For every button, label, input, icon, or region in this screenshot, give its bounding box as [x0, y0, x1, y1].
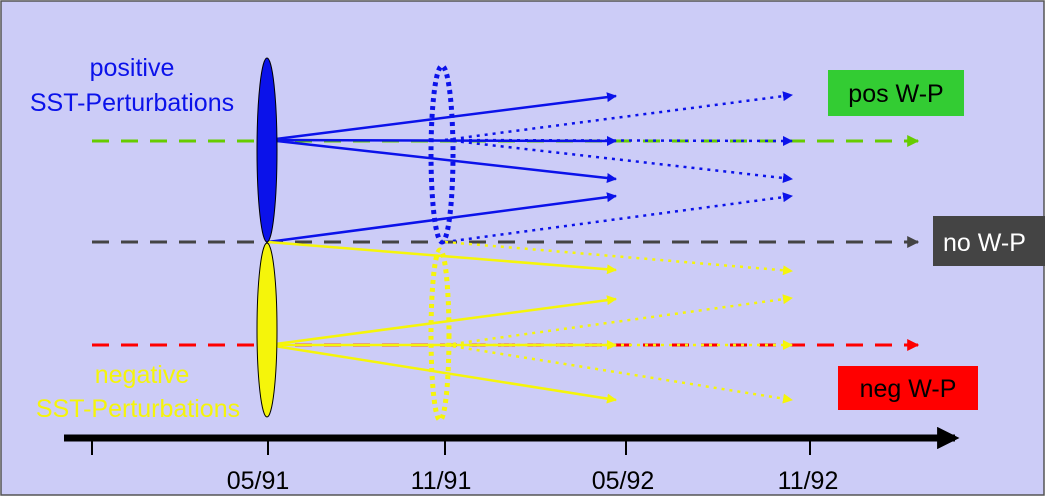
blue-solid-arrows [267, 92, 617, 244]
neg-wp-label: neg W-P [860, 375, 957, 403]
blue-dotted-arrows [444, 91, 793, 244]
pos-wp-box [828, 70, 964, 116]
tick-label-05-92: 05/92 [592, 467, 655, 495]
blue-arrow-4 [267, 192, 617, 244]
negative-label-line1: negative [95, 361, 190, 389]
yellow-dotted-arrow-2 [444, 294, 793, 347]
yellow-arrow-2 [267, 295, 617, 347]
yellow-arrow-4 [267, 343, 617, 404]
tick-label-11-91: 11/91 [411, 467, 472, 495]
blue-dotted-arrow-1 [444, 91, 793, 142]
neg-wp-box [838, 366, 978, 410]
no-wp-box [933, 216, 1045, 266]
positive-dotted-ellipse [428, 63, 456, 245]
tick-label-05-91: 05/91 [227, 467, 290, 495]
negative-label-line2: SST-Perturbations [36, 395, 240, 423]
blue-arrow-3 [267, 138, 617, 183]
negative-dotted-ellipse [428, 247, 452, 423]
tick-label-11-92: 11/92 [778, 467, 839, 495]
positive-label-line1: positive [90, 54, 175, 82]
blue-arrow-1 [267, 92, 617, 142]
blue-dotted-arrow-3 [444, 138, 793, 183]
yellow-dotted-arrows [444, 240, 793, 404]
blue-dotted-arrow-2 [444, 135, 793, 146]
yellow-dotted-arrow-4 [444, 343, 793, 404]
no-wp-label: no W-P [943, 229, 1026, 257]
blue-arrow-2 [267, 135, 617, 146]
negative-perturbation-ellipse [256, 242, 278, 418]
blue-dotted-arrow-4 [444, 192, 793, 244]
yellow-dotted-arrow-1 [444, 240, 793, 276]
positive-perturbation-ellipse [256, 57, 278, 243]
positive-label-line2: SST-Perturbations [30, 89, 234, 117]
pos-wp-label: pos W-P [848, 80, 943, 108]
